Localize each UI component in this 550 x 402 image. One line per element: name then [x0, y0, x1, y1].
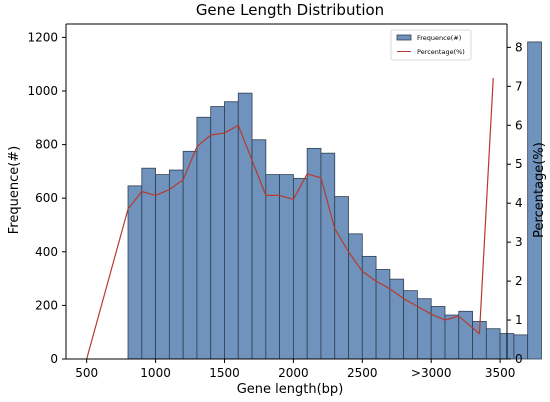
left-y-tick-label: 400 — [35, 245, 58, 259]
left-y-tick-label: 0 — [50, 352, 58, 366]
left-y-ticks: 0 200 400 600 800 1000 1200 — [27, 30, 66, 366]
legend-percentage-label: Percentage(%) — [417, 48, 465, 56]
frequency-bar — [224, 101, 239, 360]
left-y-tick-label: 1000 — [27, 84, 58, 98]
frequency-bar — [182, 150, 198, 360]
right-y-tick-label: 8 — [515, 40, 523, 54]
frequency-bar — [292, 177, 308, 360]
right-y-tick-label: 0 — [515, 352, 523, 366]
left-y-tick-label: 200 — [35, 298, 58, 312]
frequency-bar — [265, 174, 281, 360]
axes-layer: 500 1000 1500 2000 2500 >3000 3500 0 200 400 600 8… — [27, 23, 523, 380]
x-ticks: 500 1000 1500 2000 2500 >3000 3500 — [75, 359, 515, 380]
frequency-bar — [485, 328, 501, 360]
right-y-tick-label: 6 — [515, 118, 523, 132]
frequency-bar — [279, 174, 294, 360]
frequency-bar — [306, 147, 322, 360]
right-y-axis-title: Percentage(%) — [532, 142, 547, 238]
percentage-line-layer — [86, 77, 494, 360]
frequency-bar — [168, 169, 184, 360]
legend-frequency-label: Frequence(#) — [417, 34, 461, 42]
x-tick-label: 1000 — [140, 366, 171, 380]
frequency-bar — [251, 139, 267, 360]
frequency-bar — [141, 167, 156, 360]
frequency-bar — [155, 174, 170, 360]
left-y-tick-label: 800 — [35, 138, 58, 152]
left-y-axis-title: Frequence(#) — [7, 146, 22, 235]
x-tick-label: 3500 — [485, 366, 516, 380]
x-axis-title: Gene length(bp) — [237, 382, 344, 397]
legend-frequency-swatch — [396, 34, 412, 41]
x-tick-label: 500 — [75, 366, 98, 380]
frequency-bar — [444, 314, 460, 360]
right-y-tick-label: 3 — [515, 235, 523, 249]
frequency-bar — [389, 278, 405, 360]
right-y-tick-label: 7 — [515, 79, 523, 93]
left-y-tick-label: 1200 — [27, 30, 58, 44]
frequency-bar — [196, 116, 212, 360]
frequency-bar — [361, 255, 377, 360]
right-y-tick-label: 4 — [515, 196, 523, 210]
legend: Frequence(#) Percentage(%) — [390, 29, 472, 61]
x-tick-label: 1500 — [209, 366, 240, 380]
percentage-line — [86, 77, 494, 360]
right-y-tick-label: 2 — [515, 274, 523, 288]
x-tick-label: 2000 — [278, 366, 309, 380]
frequency-bar — [348, 233, 363, 360]
x-tick-label: >3000 — [411, 366, 452, 380]
frequency-bar — [210, 106, 225, 360]
frequency-bar — [430, 306, 446, 360]
frequency-bar — [403, 290, 418, 360]
frequency-bar — [237, 92, 253, 360]
chart-title: Gene Length Distribution — [196, 1, 384, 19]
right-y-tick-label: 1 — [515, 313, 523, 327]
frequency-bar — [334, 196, 349, 360]
x-tick-label: 2500 — [347, 366, 378, 380]
frequency-bar — [127, 185, 143, 360]
right-y-ticks: 0 1 2 3 4 5 6 7 8 — [507, 40, 523, 366]
right-y-tick-label: 5 — [515, 157, 523, 171]
frequency-bar — [527, 41, 542, 360]
left-y-tick-label: 600 — [35, 191, 58, 205]
frequency-bars — [127, 41, 542, 360]
